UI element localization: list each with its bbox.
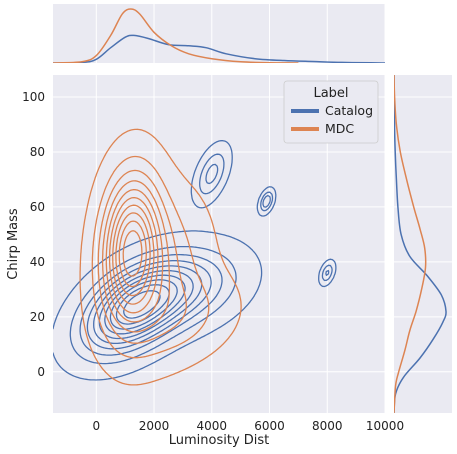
y-tick-label: 100 <box>22 90 45 104</box>
legend-label-catalog: Catalog <box>325 103 373 118</box>
x-tick-label: 8000 <box>312 419 343 433</box>
marginal-y-kde <box>394 75 447 413</box>
contour-line <box>115 212 151 297</box>
contour-line <box>101 180 171 333</box>
contour-line <box>91 155 210 359</box>
y-tick-label: 20 <box>30 310 45 324</box>
x-tick-label: 0 <box>92 419 100 433</box>
legend: Label Catalog MDC <box>283 80 379 144</box>
x-tick-label: 2000 <box>139 419 170 433</box>
legend-title: Label <box>313 86 348 101</box>
top-gridlines <box>95 4 385 63</box>
contour-line <box>122 230 143 277</box>
y-tick-labels: 0 20 40 60 80 100 <box>22 90 45 379</box>
contour-line <box>118 220 147 288</box>
x-tick-labels: 0 2000 4000 6000 8000 10000 <box>92 419 404 433</box>
contour-line <box>112 204 155 305</box>
contour-line <box>53 140 337 381</box>
marginal-y-curve-catalog <box>394 75 447 413</box>
contour-line <box>105 189 164 323</box>
x-axis-label: Luminosity Dist <box>169 433 270 448</box>
marginal-y-curve-mdc <box>394 75 427 413</box>
kde-contours <box>53 128 337 386</box>
contour-line <box>79 128 242 386</box>
marginal-x-curve-catalog <box>53 34 385 63</box>
contour-line <box>86 260 212 350</box>
marginal-x-kde <box>53 8 385 63</box>
marginal-x-plot-area <box>53 4 385 63</box>
contour-line <box>108 196 159 314</box>
y-tick-label: 40 <box>30 255 45 269</box>
marginal-y-plot-area <box>394 75 452 413</box>
contour-series-mdc <box>79 128 242 386</box>
x-tick-label: 4000 <box>197 419 228 433</box>
right-gridlines <box>394 96 452 373</box>
x-tick-label: 10000 <box>366 419 404 433</box>
y-axis-label: Chirp Mass <box>6 208 21 280</box>
marginal-x-curve-mdc <box>53 8 299 63</box>
contour-line <box>69 153 333 365</box>
contour-line <box>97 169 187 344</box>
x-tick-label: 6000 <box>254 419 285 433</box>
main-gridlines <box>53 75 385 413</box>
y-tick-label: 60 <box>30 200 45 214</box>
y-tick-label: 80 <box>30 145 45 159</box>
legend-label-mdc: MDC <box>325 121 354 136</box>
y-tick-label: 0 <box>37 365 45 379</box>
